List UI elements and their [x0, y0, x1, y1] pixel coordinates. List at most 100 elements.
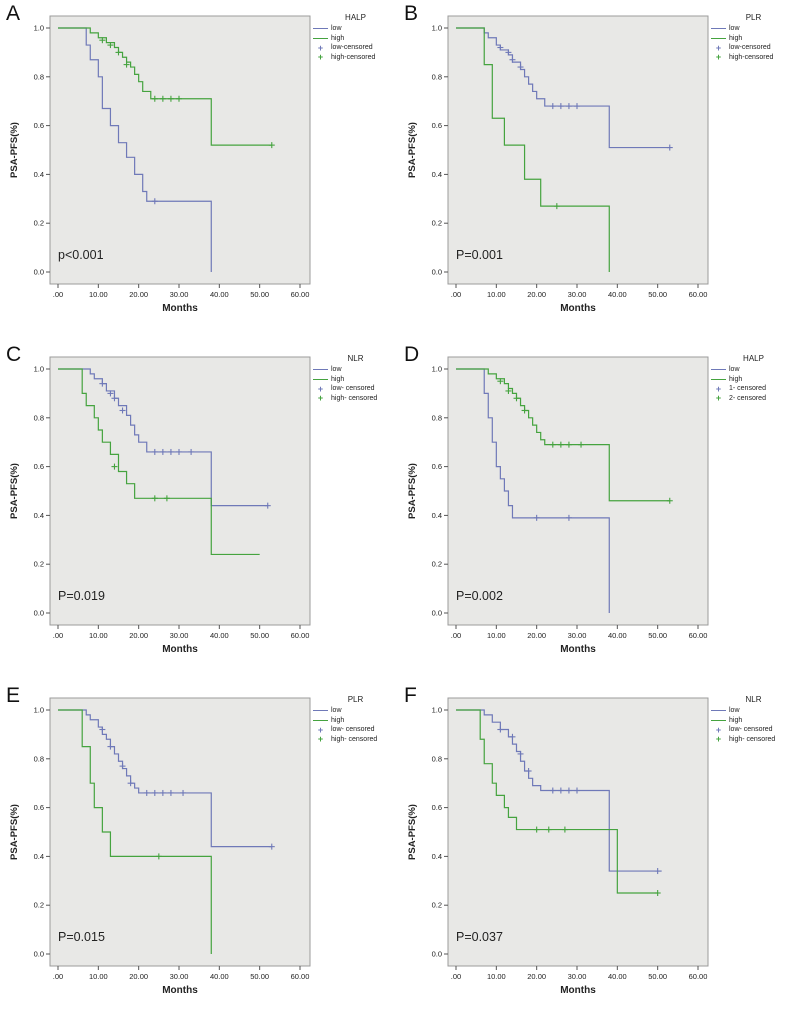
low-censored-plus-icon: + — [715, 42, 722, 53]
legend-item: low — [711, 706, 796, 716]
legend-title: PLR — [347, 695, 364, 704]
legend-item: low — [711, 365, 796, 375]
svg-text:20.00: 20.00 — [527, 290, 546, 299]
svg-text:60.00: 60.00 — [689, 972, 708, 981]
panel-letter: C — [6, 343, 22, 366]
panel-letter: F — [404, 684, 417, 707]
svg-text:0.0: 0.0 — [34, 609, 44, 618]
svg-text:.00: .00 — [451, 972, 461, 981]
svg-text:0.4: 0.4 — [432, 170, 442, 179]
legend-item-label: low — [331, 707, 342, 714]
high-censored-plus-icon: + — [715, 734, 722, 745]
p-value-annotation: P=0.019 — [58, 589, 105, 603]
legend-item-label: low — [729, 707, 740, 714]
low-censored-plus-icon: + — [317, 724, 324, 735]
legend-item-label: high — [729, 716, 743, 724]
svg-text:.00: .00 — [53, 631, 63, 640]
legend-item: high — [313, 34, 398, 44]
km-panel: F 0.0 0.2 0.4 0.6 0.8 1.0 .00 10.00 20.00 30.00 40… — [398, 682, 796, 1023]
legend-item-label: high-censored — [729, 53, 774, 61]
svg-text:20.00: 20.00 — [129, 631, 148, 640]
svg-text:0.8: 0.8 — [34, 413, 44, 422]
legend-item: + high-censored — [711, 53, 796, 63]
svg-text:1.0: 1.0 — [34, 24, 44, 33]
svg-text:0.4: 0.4 — [432, 511, 442, 520]
svg-text:40.00: 40.00 — [608, 631, 627, 640]
legend: PLR low high + low-censored + high-censo… — [711, 13, 796, 62]
p-value-annotation: P=0.015 — [58, 930, 105, 944]
panel-letter: D — [404, 343, 420, 366]
svg-text:0.8: 0.8 — [34, 72, 44, 81]
low-censored-plus-icon: + — [317, 42, 324, 53]
svg-text:0.0: 0.0 — [432, 609, 442, 618]
legend: HALP low high + low-censored + high-cens… — [313, 13, 398, 62]
legend-title: NLR — [347, 354, 364, 363]
legend-item-label: 1- censored — [729, 385, 766, 392]
legend-item: high — [313, 375, 398, 385]
svg-text:0.6: 0.6 — [432, 803, 442, 812]
svg-text:.00: .00 — [53, 290, 63, 299]
svg-text:1.0: 1.0 — [34, 706, 44, 715]
legend-item-label: high- censored — [331, 394, 378, 402]
y-axis-label: PSA-PFS(%) — [9, 804, 20, 860]
svg-text:40.00: 40.00 — [210, 972, 229, 981]
svg-text:60.00: 60.00 — [291, 290, 310, 299]
legend-item: high — [711, 375, 796, 385]
km-panel: B 0.0 0.2 0.4 0.6 0.8 1.0 .00 10.00 20.00 30.00 40… — [398, 0, 796, 341]
high-censored-plus-icon: + — [317, 52, 324, 63]
legend-title: HALP — [743, 354, 764, 363]
low-group-line-marker — [313, 28, 328, 30]
y-axis-label: PSA-PFS(%) — [407, 122, 418, 178]
low-censored-plus-icon: + — [317, 383, 324, 394]
svg-text:30.00: 30.00 — [170, 972, 189, 981]
svg-text:40.00: 40.00 — [210, 290, 229, 299]
svg-text:20.00: 20.00 — [527, 631, 546, 640]
svg-text:10.00: 10.00 — [89, 290, 108, 299]
legend-item: + low-censored — [313, 43, 398, 53]
svg-text:1.0: 1.0 — [432, 24, 442, 33]
svg-text:0.6: 0.6 — [34, 803, 44, 812]
svg-text:10.00: 10.00 — [487, 290, 506, 299]
svg-text:40.00: 40.00 — [210, 631, 229, 640]
svg-text:0.2: 0.2 — [34, 901, 44, 910]
svg-text:30.00: 30.00 — [568, 972, 587, 981]
svg-text:.00: .00 — [451, 290, 461, 299]
low-censored-plus-icon: + — [715, 383, 722, 394]
low-censored-plus-icon: + — [715, 724, 722, 735]
panel-letter: B — [404, 2, 419, 25]
legend-item-label: low- censored — [729, 726, 773, 733]
svg-text:0.6: 0.6 — [34, 462, 44, 471]
low-group-line-marker — [711, 28, 726, 30]
x-axis-label: Months — [560, 303, 596, 314]
svg-text:.00: .00 — [53, 972, 63, 981]
legend: NLR low high + low- censored + high- cen… — [313, 354, 398, 403]
legend-item: + low- censored — [711, 725, 796, 735]
svg-text:30.00: 30.00 — [170, 290, 189, 299]
high-group-line-marker — [313, 378, 328, 380]
svg-text:50.00: 50.00 — [250, 631, 269, 640]
y-axis-label: PSA-PFS(%) — [9, 122, 20, 178]
svg-text:10.00: 10.00 — [89, 631, 108, 640]
legend-item-label: high- censored — [729, 735, 776, 743]
km-plot-svg: 0.0 0.2 0.4 0.6 0.8 1.0 .00 10.00 20.00 30.00 40.0… — [432, 356, 709, 640]
svg-text:20.00: 20.00 — [129, 972, 148, 981]
svg-text:0.6: 0.6 — [34, 121, 44, 130]
x-axis-label: Months — [162, 985, 198, 996]
legend-item-label: high — [331, 375, 345, 383]
svg-text:40.00: 40.00 — [608, 972, 627, 981]
svg-text:0.8: 0.8 — [432, 413, 442, 422]
legend-title: NLR — [745, 695, 762, 704]
legend: PLR low high + low- censored + high- cen… — [313, 695, 398, 744]
legend: HALP low high + 1- censored + 2- censore… — [711, 354, 796, 403]
legend-item: + high- censored — [711, 735, 796, 745]
legend-item-label: high-censored — [331, 53, 376, 61]
legend-item: high — [711, 34, 796, 44]
svg-text:50.00: 50.00 — [648, 972, 667, 981]
legend-item: low — [313, 365, 398, 375]
x-axis-label: Months — [560, 644, 596, 655]
svg-text:0.6: 0.6 — [432, 121, 442, 130]
svg-text:0.2: 0.2 — [34, 560, 44, 569]
svg-text:30.00: 30.00 — [170, 631, 189, 640]
legend-item-label: low — [729, 366, 740, 373]
